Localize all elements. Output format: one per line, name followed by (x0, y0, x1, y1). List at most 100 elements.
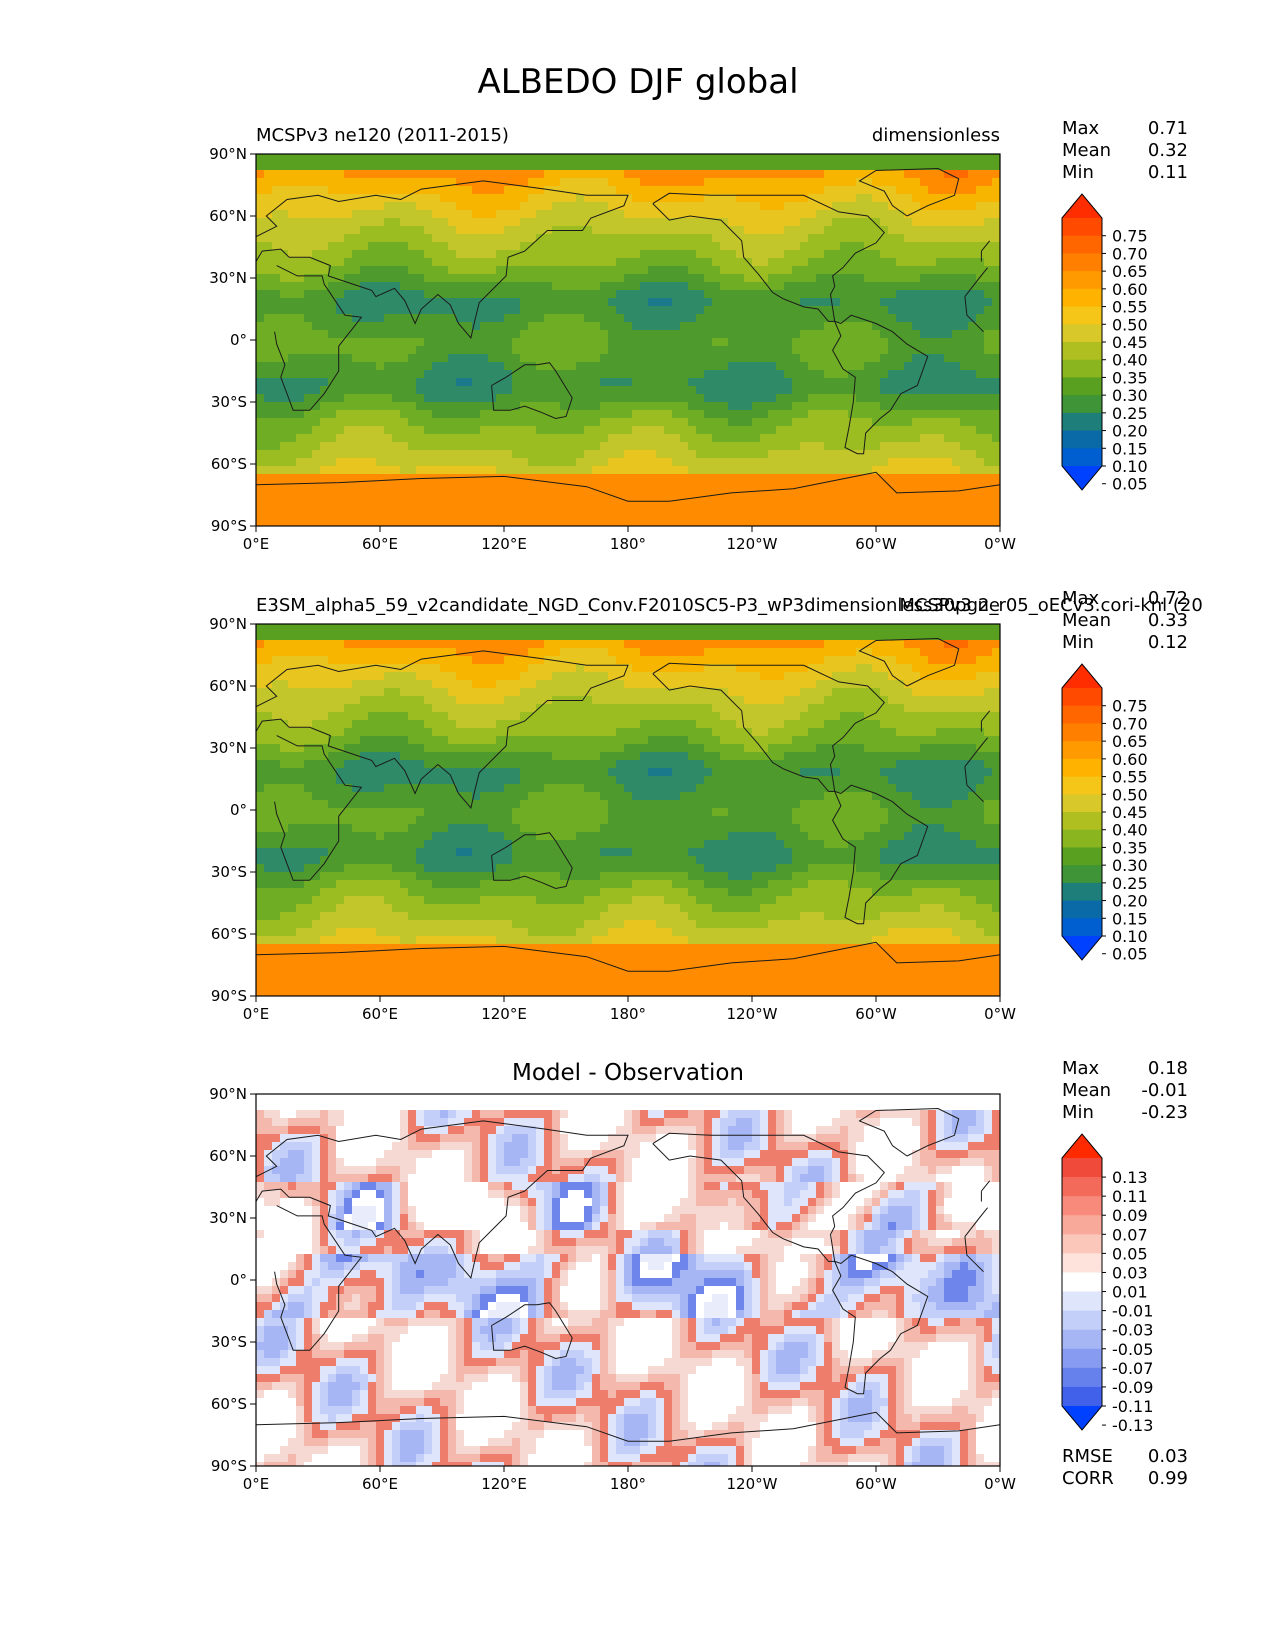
contour-cell (720, 688, 729, 697)
contour-cell (576, 426, 585, 435)
contour-cell (648, 226, 657, 235)
contour-cell (560, 656, 569, 665)
contour-cell (320, 648, 329, 657)
contour-cell (864, 354, 873, 363)
contour-cell (944, 490, 953, 499)
contour-cell (352, 202, 361, 211)
contour-cell (664, 194, 673, 203)
contour-cell (856, 178, 865, 187)
contour-cell (984, 680, 993, 689)
contour-cell (848, 466, 857, 475)
contour-cell (504, 250, 513, 259)
contour-cell (408, 282, 417, 291)
contour-cell (664, 258, 673, 267)
contour-cell (720, 418, 729, 427)
contour-cell (760, 314, 769, 323)
contour-cell (712, 378, 721, 387)
contour-cell (584, 394, 593, 403)
contour-cell (576, 354, 585, 363)
contour-cell (320, 386, 329, 395)
contour-cell (304, 258, 313, 267)
contour-cell (696, 178, 705, 187)
lat-tick-label: 90°S (211, 517, 247, 535)
contour-cell (840, 274, 849, 283)
contour-cell (296, 258, 305, 267)
contour-cell (736, 490, 745, 499)
contour-cell (392, 338, 401, 347)
contour-cell (816, 362, 825, 371)
contour-cell (632, 490, 641, 499)
contour-cell (736, 450, 745, 459)
contour-cell (752, 490, 761, 499)
contour-cell (968, 322, 977, 331)
contour-cell (544, 442, 553, 451)
contour-cell (816, 442, 825, 451)
contour-cell (432, 434, 441, 443)
contour-cell (712, 322, 721, 331)
contour-cell (928, 490, 937, 499)
contour-cell (416, 290, 425, 299)
contour-cell (472, 338, 481, 347)
contour-cell (768, 226, 777, 235)
contour-cell (472, 482, 481, 491)
contour-cell (832, 330, 841, 339)
contour-cell (440, 672, 449, 681)
contour-cell (968, 330, 977, 339)
contour-cell (568, 170, 577, 179)
contour-cell (608, 338, 617, 347)
contour-cell (600, 226, 609, 235)
contour-cell (352, 274, 361, 283)
contour-cell (712, 664, 721, 673)
contour-cell (952, 338, 961, 347)
contour-cell (920, 514, 929, 523)
contour-cell (552, 402, 561, 411)
contour-cell (520, 688, 529, 697)
contour-cell (736, 274, 745, 283)
contour-cell (304, 426, 313, 435)
panel-test: MCSPv3 ne120 (2011-2015) dimensionless 9… (209, 118, 1188, 553)
contour-cell (840, 306, 849, 315)
contour-cell (640, 482, 649, 491)
contour-cell (640, 506, 649, 515)
contour-cell (672, 282, 681, 291)
contour-cell (848, 434, 857, 443)
contour-cell (464, 450, 473, 459)
contour-cell (440, 218, 449, 227)
contour-cell (592, 210, 601, 219)
contour-cell (832, 394, 841, 403)
contour-cell (424, 354, 433, 363)
contour-cell (680, 370, 689, 379)
contour-cell (720, 386, 729, 395)
contour-cell (968, 426, 977, 435)
contour-cell (568, 242, 577, 251)
contour-cell (312, 378, 321, 387)
contour-cell (600, 442, 609, 451)
contour-cell (848, 330, 857, 339)
contour-cell (552, 210, 561, 219)
contour-cell (808, 514, 817, 523)
contour-cell (440, 322, 449, 331)
contour-cell (608, 266, 617, 275)
contour-cell (536, 386, 545, 395)
contour-cell (488, 688, 497, 697)
contour-cell (472, 498, 481, 507)
contour-cell (280, 648, 289, 657)
contour-cell (376, 474, 385, 483)
contour-cell (672, 354, 681, 363)
contour-cell (312, 282, 321, 291)
lat-axis: 90°N60°N30°N0°30°S60°S90°S (209, 145, 256, 535)
contour-cell (920, 656, 929, 665)
contour-cell (592, 434, 601, 443)
contour-cell (328, 664, 337, 673)
contour-cell (608, 418, 617, 427)
panel-right-title: MCSPv3 ne (899, 595, 1000, 616)
contour-cell (648, 434, 657, 443)
contour-cell (744, 354, 753, 363)
contour-cell (944, 386, 953, 395)
contour-cell (280, 450, 289, 459)
contour-cell (336, 242, 345, 251)
contour-cell (712, 362, 721, 371)
contour-cell (992, 498, 1000, 507)
contour-cell (336, 386, 345, 395)
contour-cell (680, 346, 689, 355)
